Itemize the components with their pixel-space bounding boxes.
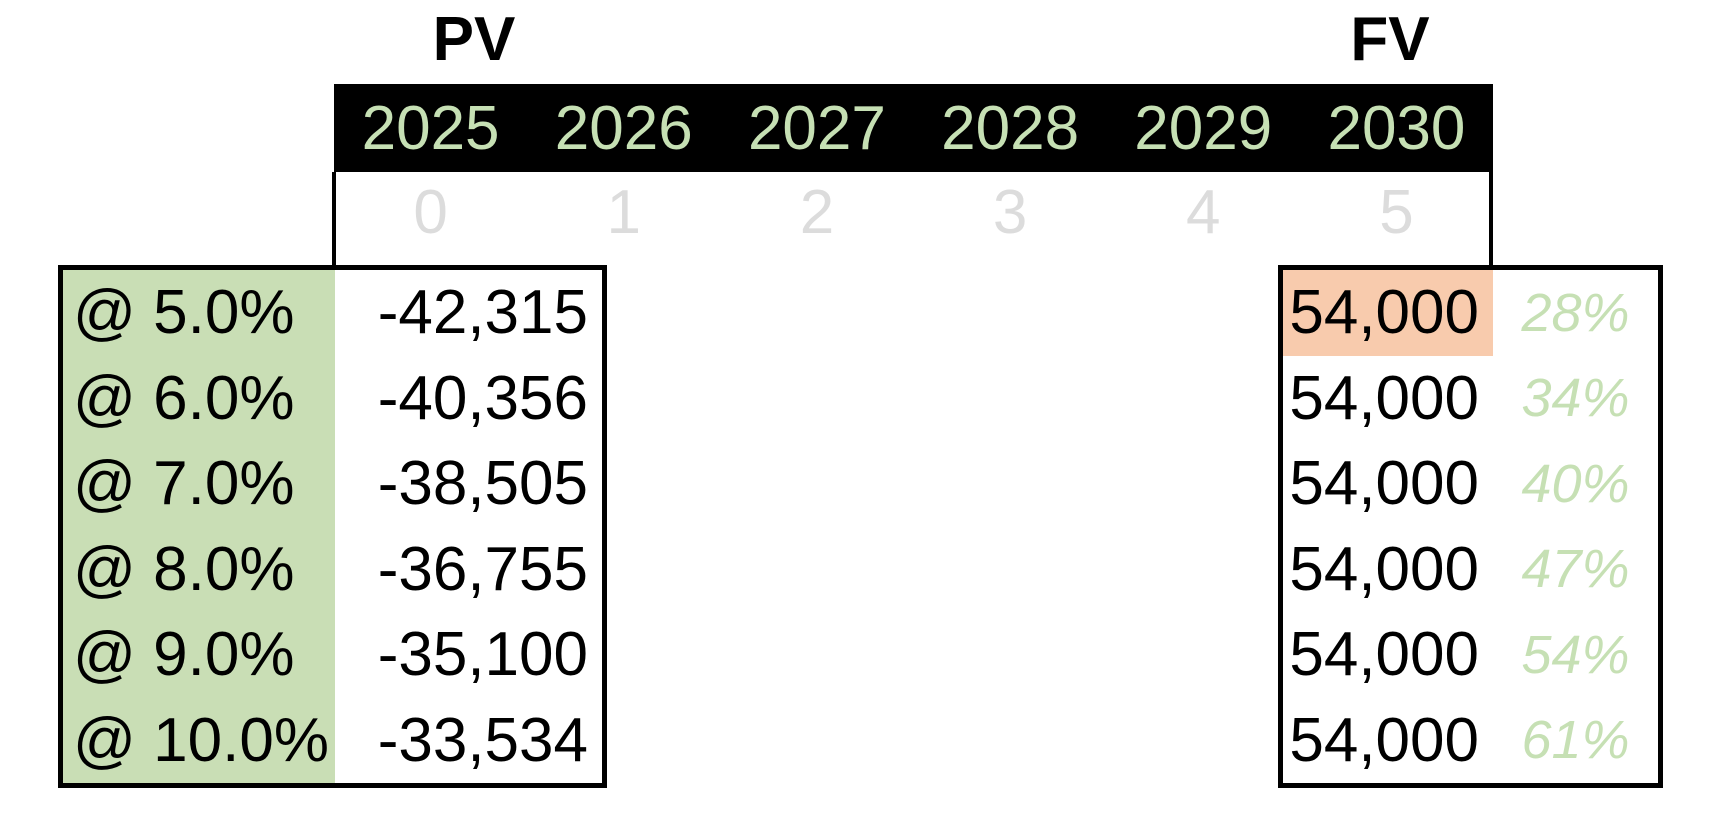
period-2: 2 [799,177,835,247]
fv-column-title: FV [1350,4,1430,74]
table-row: 54,000 47% [1283,527,1658,613]
fv-value-cell-highlighted: 54,000 [1283,270,1493,356]
year-header-banner: 2025 2026 2027 2028 2029 2030 [334,84,1493,172]
fv-value-cell: 54,000 [1289,705,1479,775]
table-row: @ 10.0% -33,534 [63,697,602,783]
timeline-connector-left [332,172,336,268]
discount-rate-cell: @ 10.0% [63,697,335,783]
table-row: 54,000 34% [1283,356,1658,442]
table-row: @ 6.0% -40,356 [63,355,602,441]
pv-value-cell: -40,356 [377,363,588,433]
total-return-cell: 54% [1521,624,1630,685]
discount-rate-cell: @ 6.0% [63,355,335,441]
pv-value-cell: -33,534 [377,705,588,775]
table-row: @ 8.0% -36,755 [63,526,602,612]
year-header-2028: 2028 [941,93,1080,163]
period-0: 0 [413,177,448,247]
discount-rate-cell: @ 5.0% [63,270,335,356]
discount-rate-cell: @ 8.0% [63,526,335,612]
pv-value-cell: -35,100 [377,620,588,690]
total-return-cell: 34% [1521,368,1630,429]
pv-column-title: PV [432,4,516,74]
period-4: 4 [1186,177,1221,247]
fv-table: 54,000 28% 54,000 34% 54,000 40% 54,000 … [1278,265,1663,788]
pv-table: @ 5.0% -42,315 @ 6.0% -40,356 @ 7.0% -38… [58,265,607,788]
year-header-2027: 2027 [747,93,886,163]
period-3: 3 [992,177,1028,247]
total-return-cell: 61% [1521,710,1630,771]
table-row: 54,000 61% [1283,698,1658,784]
year-header-2025: 2025 [361,93,500,163]
total-return-cell: 47% [1521,539,1630,600]
table-row: @ 7.0% -38,505 [63,441,602,527]
table-row: @ 5.0% -42,315 [63,270,602,356]
table-row: 54,000 40% [1283,441,1658,527]
discount-rate-cell: @ 7.0% [63,441,335,527]
period-number-row: 0 1 2 3 4 5 [334,176,1493,248]
year-header-2030: 2030 [1327,93,1466,163]
pv-value-cell: -42,315 [377,278,588,348]
fv-value-cell: 54,000 [1289,620,1479,690]
period-1: 1 [606,177,641,247]
year-header-2029: 2029 [1134,93,1273,163]
table-row: @ 9.0% -35,100 [63,612,602,698]
total-return-cell: 40% [1521,453,1630,514]
pv-value-cell: -36,755 [377,534,588,604]
discount-rate-cell: @ 9.0% [63,612,335,698]
period-5: 5 [1379,177,1414,247]
timeline-connector-right [1489,172,1493,268]
table-row: 54,000 54% [1283,612,1658,698]
table-row: 54,000 28% [1283,270,1658,356]
fv-value-cell: 54,000 [1289,363,1479,433]
fv-value-cell: 54,000 [1289,534,1479,604]
pv-value-cell: -38,505 [377,449,588,519]
fv-value-cell: 54,000 [1289,449,1479,519]
total-return-cell: 28% [1521,282,1630,343]
year-header-2026: 2026 [554,93,693,163]
